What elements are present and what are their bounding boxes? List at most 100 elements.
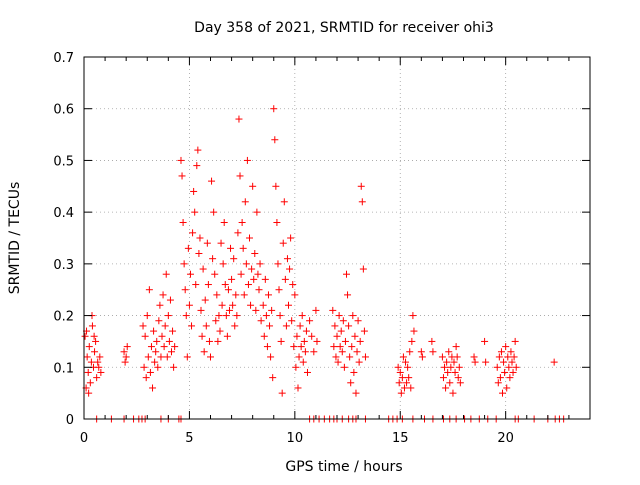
data-point	[454, 374, 462, 382]
data-point	[504, 353, 512, 361]
data-point	[270, 105, 278, 113]
data-point	[263, 343, 271, 351]
data-point	[313, 337, 321, 345]
data-point	[499, 389, 507, 397]
data-point	[443, 358, 451, 366]
data-point	[281, 275, 289, 283]
data-point	[348, 343, 356, 351]
data-point	[285, 301, 293, 309]
data-point	[438, 353, 446, 361]
data-point	[161, 322, 169, 330]
y-tick-label: 0.6	[53, 103, 74, 118]
data-point	[429, 348, 437, 356]
data-point	[296, 322, 304, 330]
data-point	[184, 244, 192, 252]
x-tick-label: 15	[392, 431, 409, 446]
data-point	[239, 244, 247, 252]
data-point	[237, 270, 245, 278]
data-point	[444, 368, 452, 376]
data-point	[212, 317, 220, 325]
data-point	[155, 317, 163, 325]
data-point	[229, 301, 237, 309]
data-point	[205, 337, 213, 345]
data-point	[346, 353, 354, 361]
data-point	[274, 260, 282, 268]
data-point	[85, 343, 93, 351]
data-point	[357, 182, 365, 190]
data-point	[409, 312, 417, 320]
data-point	[160, 343, 168, 351]
data-point	[216, 327, 224, 335]
data-point	[189, 229, 197, 237]
data-point	[93, 374, 101, 382]
data-point	[91, 348, 99, 356]
data-point	[331, 322, 339, 330]
data-point	[86, 379, 94, 387]
data-point	[236, 172, 244, 180]
data-point	[141, 332, 149, 340]
chart-title: Day 358 of 2021, SRMTID for receiver ohi…	[194, 20, 494, 36]
data-point	[96, 353, 104, 361]
data-point	[394, 363, 402, 371]
data-point	[280, 198, 288, 206]
data-point	[506, 374, 514, 382]
data-point	[223, 332, 231, 340]
data-point	[202, 322, 210, 330]
data-point	[283, 255, 291, 263]
data-point	[353, 348, 361, 356]
data-point	[228, 275, 236, 283]
data-point	[295, 353, 303, 361]
data-point	[219, 260, 227, 268]
data-point	[501, 368, 509, 376]
data-point	[360, 327, 368, 335]
data-point	[144, 353, 152, 361]
data-point	[261, 275, 269, 283]
data-point	[493, 363, 501, 371]
data-point	[497, 348, 505, 356]
data-point	[342, 270, 350, 278]
data-point	[291, 291, 299, 299]
data-point	[407, 384, 415, 392]
data-point	[197, 306, 205, 314]
data-point	[398, 374, 406, 382]
data-point	[509, 368, 517, 376]
data-point	[151, 358, 159, 366]
data-point	[266, 322, 274, 330]
data-point	[273, 218, 281, 226]
data-point	[500, 358, 508, 366]
data-point	[230, 255, 238, 263]
data-point	[166, 296, 174, 304]
data-point	[140, 363, 148, 371]
data-point	[240, 291, 248, 299]
data-point	[222, 312, 230, 320]
data-point	[177, 156, 185, 164]
data-point	[162, 270, 170, 278]
data-point	[470, 353, 478, 361]
data-point	[211, 270, 219, 278]
data-point	[352, 389, 360, 397]
data-point	[290, 343, 298, 351]
data-point	[330, 343, 338, 351]
y-tick-label: 0.2	[53, 310, 74, 325]
data-point	[250, 275, 258, 283]
data-point	[190, 187, 198, 195]
data-point	[406, 348, 414, 356]
data-point	[251, 250, 259, 258]
data-point	[288, 317, 296, 325]
data-point	[200, 348, 208, 356]
data-point	[227, 244, 235, 252]
data-point	[122, 353, 130, 361]
data-point	[418, 353, 426, 361]
data-point	[512, 363, 520, 371]
data-point	[194, 146, 202, 154]
data-point	[287, 234, 295, 242]
data-point	[301, 348, 309, 356]
data-point	[339, 317, 347, 325]
data-point	[275, 286, 283, 294]
data-point	[121, 358, 129, 366]
data-point	[400, 384, 408, 392]
data-point	[278, 389, 286, 397]
data-point	[178, 172, 186, 180]
ticks-layer: 0 0.1 0.2 0.3 0.4 0.5 0.6 0.7 0 5 10 15 20	[53, 51, 590, 446]
